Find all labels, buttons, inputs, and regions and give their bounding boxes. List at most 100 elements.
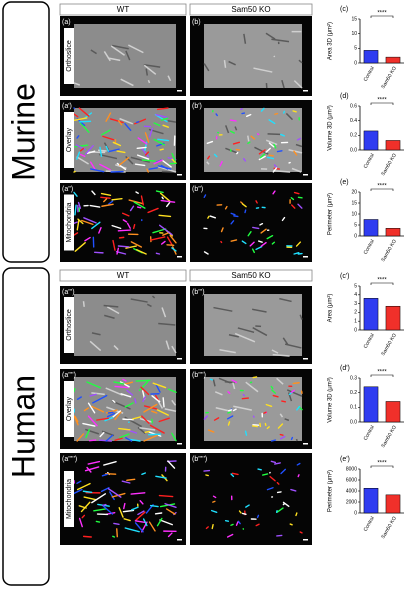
mitochondrion: [166, 201, 171, 208]
em-texture: [284, 343, 302, 349]
column-header-box: [189, 269, 313, 282]
mitochondrion: [79, 122, 90, 133]
mitochondrion: [154, 113, 168, 123]
mitochondrion: [155, 113, 169, 119]
em-texture: [206, 161, 210, 165]
em-texture: [265, 32, 276, 40]
mitochondrion: [73, 191, 78, 197]
mitochondrion: [112, 535, 116, 538]
mitochondrion: [227, 391, 231, 394]
y-axis-label: Volume 3D (μm³): [328, 377, 334, 422]
mitochondrion: [153, 122, 161, 127]
mitochondrion: [91, 190, 96, 196]
scale-bar: [177, 256, 182, 258]
y-tick-label: 15: [351, 200, 357, 206]
mitochondrion: [118, 236, 125, 239]
mitochondrion: [256, 514, 260, 519]
y-tick-label: 5: [354, 283, 357, 289]
em-texture: [143, 64, 157, 75]
em-texture: [130, 298, 148, 303]
mitochondrion: [107, 411, 114, 414]
mitochondrion: [99, 163, 111, 171]
mitochondrion: [299, 531, 303, 534]
mitochondrion: [266, 487, 274, 491]
mitochondrion: [134, 398, 137, 404]
mitochondrion: [106, 412, 116, 418]
mitochondrion: [83, 496, 97, 501]
mitochondrion: [114, 385, 129, 389]
mitochondrion: [123, 502, 126, 510]
mitochondrion: [265, 147, 271, 153]
mitochondrion: [101, 473, 108, 477]
mitochondrion: [156, 409, 169, 416]
micrograph: [190, 453, 312, 545]
section-title: Murine: [5, 83, 41, 181]
mitochondrion: [123, 381, 134, 385]
em-texture: [111, 44, 129, 50]
y-tick-label: 0: [354, 60, 357, 66]
mitochondrion: [112, 239, 116, 251]
mitochondrion: [81, 514, 86, 519]
mitochondrion: [147, 207, 159, 214]
em-texture: [125, 155, 134, 165]
em-texture: [91, 392, 105, 396]
mitochondrion: [171, 158, 177, 164]
mitochondrion: [290, 389, 295, 393]
mitochondrion: [124, 527, 140, 533]
em-texture: [151, 295, 156, 299]
mitochondrion: [119, 433, 130, 439]
bar: [385, 140, 401, 151]
mitochondrion: [167, 388, 177, 393]
mitochondrion: [166, 236, 173, 246]
em-texture: [171, 399, 177, 406]
mitochondrion: [160, 117, 169, 121]
mitochondrion: [83, 407, 89, 412]
mitochondrion: [270, 439, 277, 442]
bar: [363, 219, 379, 237]
bar: [385, 56, 401, 64]
mitochondrion: [113, 522, 120, 526]
significance-bracket: [370, 15, 394, 18]
mitochondrion: [92, 394, 108, 404]
mitochondrion: [167, 532, 173, 538]
mitochondrion: [73, 117, 88, 122]
y-tick-label: 5: [354, 46, 357, 52]
y-axis-label: Perimeter (μm²): [328, 193, 334, 235]
em-slice: [204, 108, 302, 172]
mitochondrion: [119, 156, 130, 166]
x-tick-label: Sam50 KO: [380, 66, 397, 90]
mitochondrion: [274, 112, 279, 115]
mitochondrion: [207, 429, 215, 433]
mitochondrion: [99, 146, 103, 157]
y-tick-label: 0: [354, 510, 357, 516]
mitochondrion: [297, 196, 303, 199]
mitochondrion: [265, 403, 273, 407]
mitochondrion: [137, 137, 148, 145]
mitochondrion: [76, 396, 82, 400]
em-texture: [273, 55, 276, 58]
mitochondrion: [224, 205, 228, 210]
mitochondrion: [155, 190, 164, 194]
y-tick-label: 4000: [346, 488, 357, 494]
significance-bracket: [370, 282, 394, 285]
mitochondrion: [155, 252, 161, 255]
bar: [385, 494, 401, 514]
em-texture: [252, 326, 268, 337]
mitochondrion: [144, 132, 150, 143]
mitochondrion: [73, 113, 79, 118]
row-label-box: [64, 381, 74, 437]
mitochondrion: [246, 113, 252, 118]
mitochondrion: [144, 151, 150, 156]
mitochondrion: [224, 519, 230, 522]
mitochondrion: [100, 196, 111, 199]
mitochondrion: [169, 234, 177, 244]
scale-bar: [303, 539, 308, 541]
mitochondrion: [272, 167, 278, 173]
mitochondrion: [213, 417, 220, 421]
mitochondrion: [171, 152, 176, 162]
mitochondrion: [134, 163, 146, 167]
y-axis-label: Area 3D (μm²): [328, 22, 334, 60]
em-texture: [147, 79, 151, 84]
bar: [363, 386, 379, 423]
mitochondrion: [152, 228, 167, 234]
